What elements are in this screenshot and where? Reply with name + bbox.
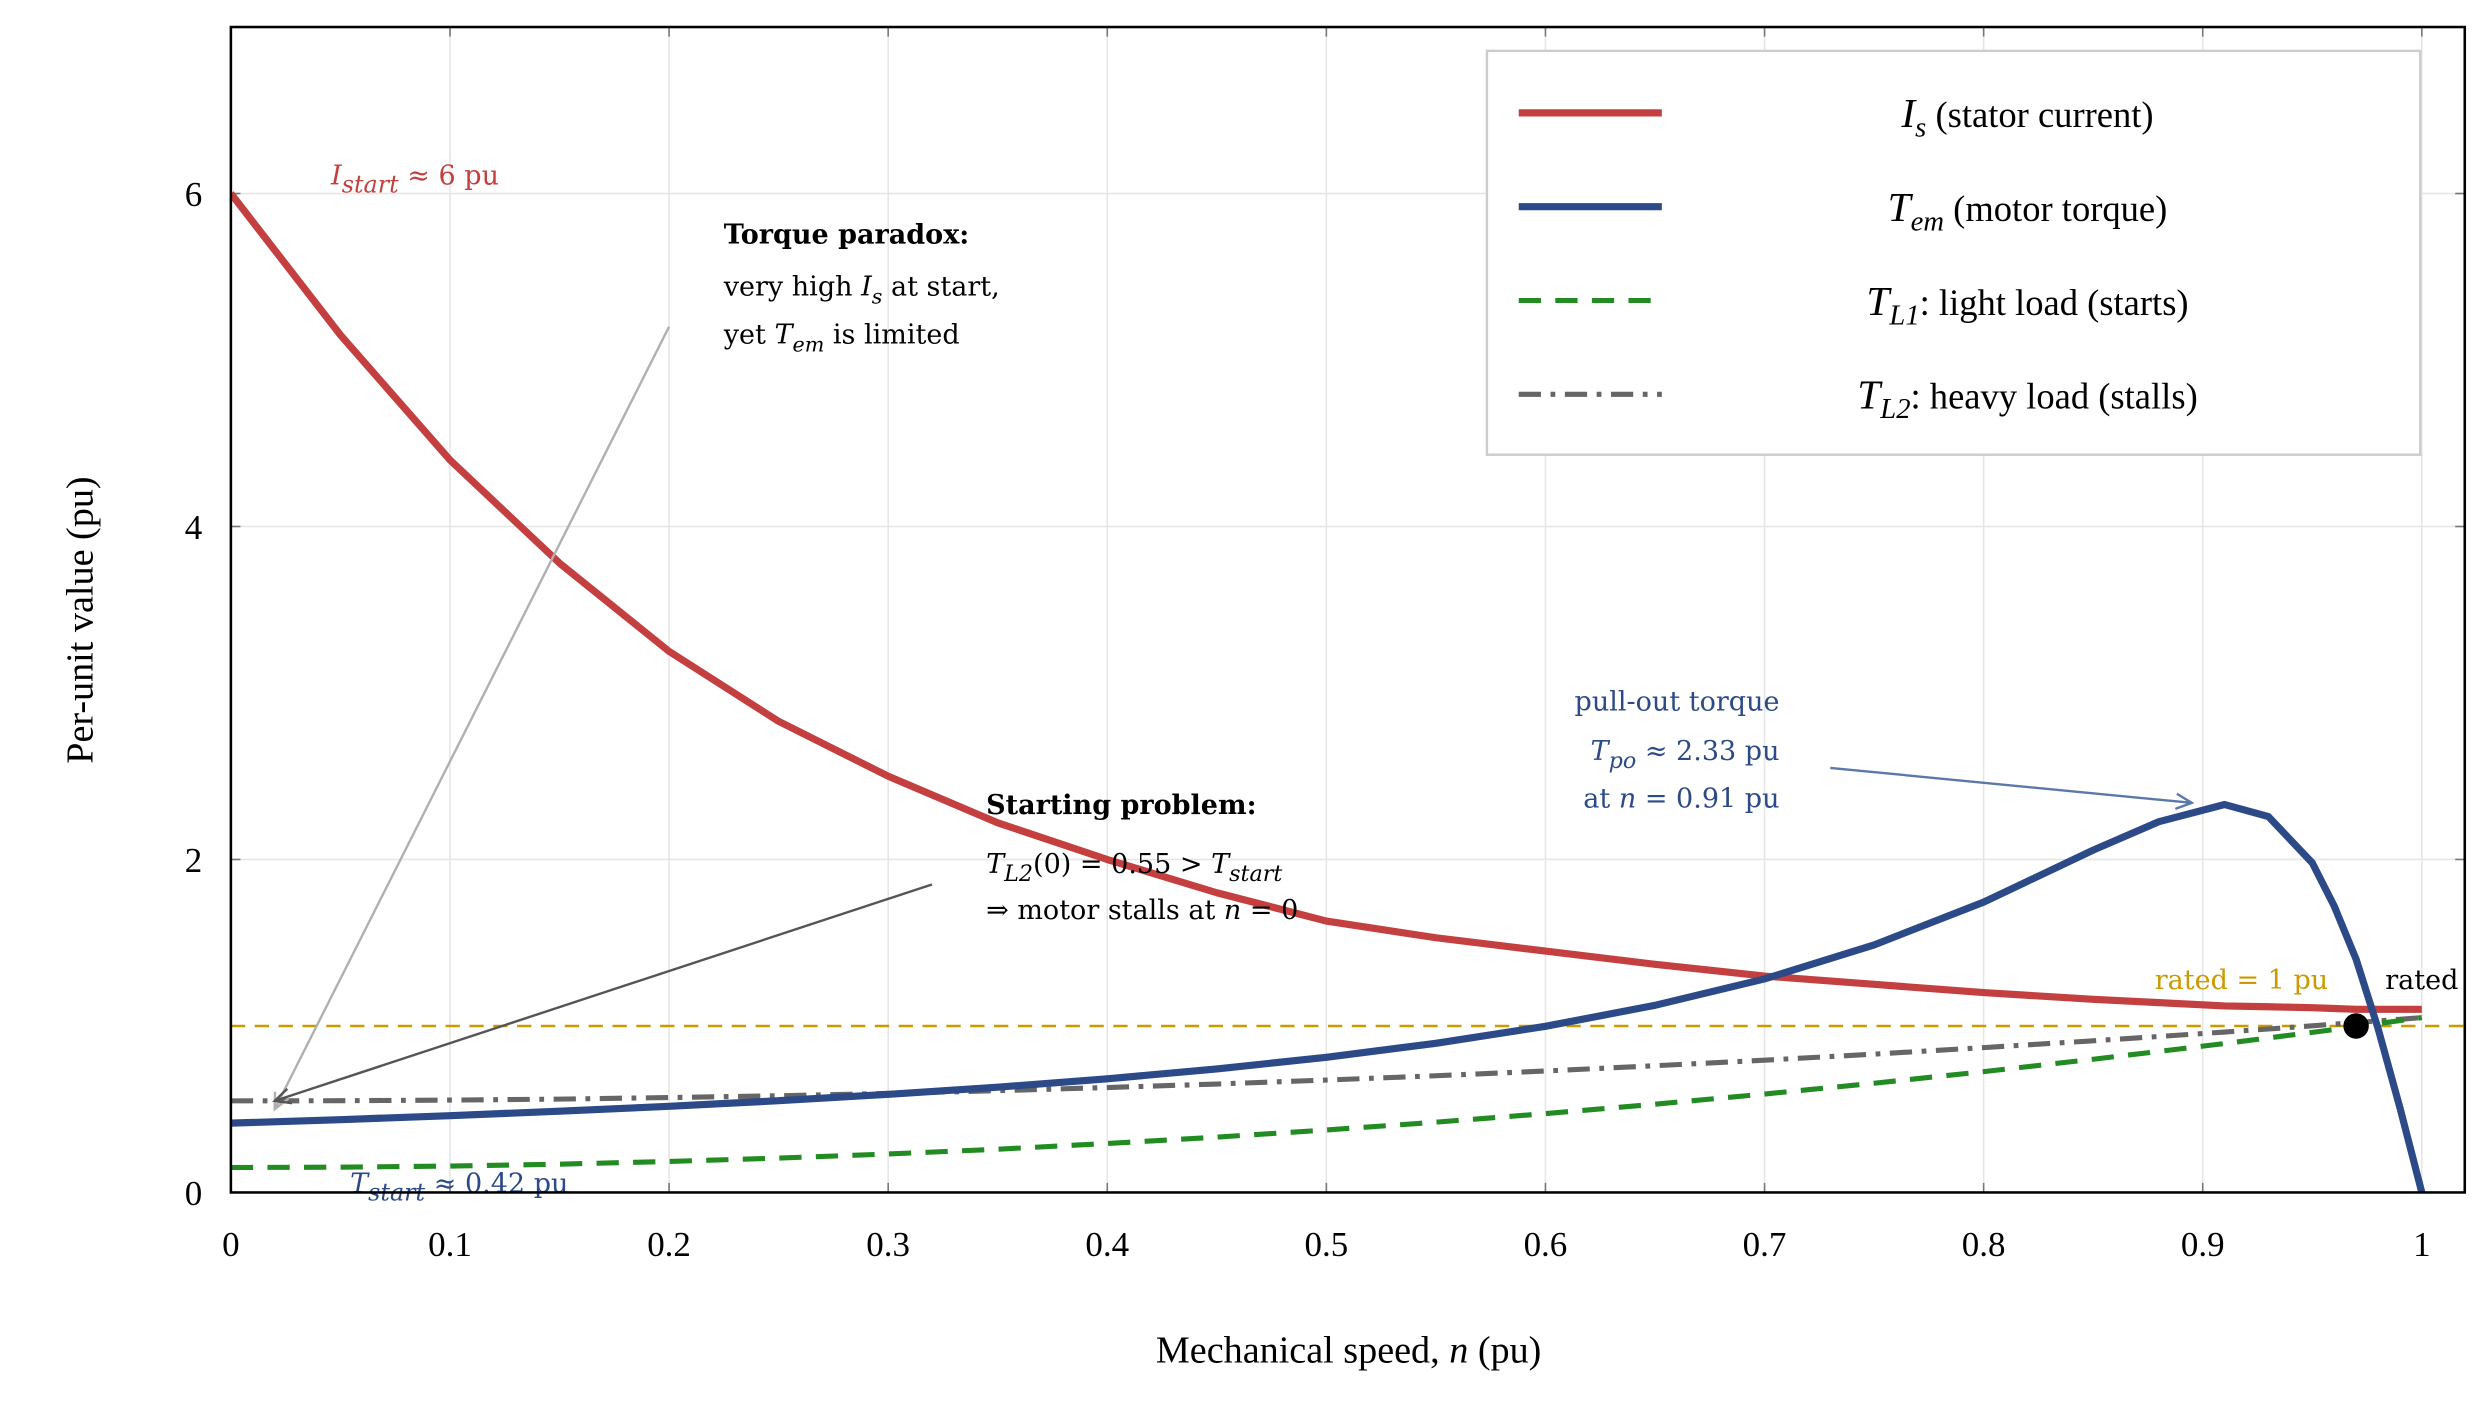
x-tick-label: 0.3 (866, 1225, 910, 1264)
ticks: 0 0.1 0.2 0.3 0.4 0.5 0.6 0.7 0.8 0.9 1 0 2 4 6 (185, 27, 2465, 1264)
plot-frame (229, 25, 2467, 1194)
y-tick-label: 0 (185, 1174, 202, 1213)
torque-paradox-line2: very high Is at start, (723, 272, 1000, 309)
legend-label-3: TL2: heavy load (stalls) (1857, 372, 2197, 426)
legend-label-2: TL1: light load (starts) (1866, 278, 2188, 332)
series-group (230, 191, 2465, 1193)
rated-line-label: rated = 1 pu (2155, 965, 2328, 996)
series-line-1 (230, 800, 2426, 1193)
y-axis-label: Per-unit value (pu) (60, 476, 102, 763)
torque-paradox-annotation: Torque paradox: very high Is at start, y… (723, 219, 1000, 356)
rated-point-label: rated (2385, 965, 2458, 996)
y-tick-label: 4 (185, 508, 202, 547)
arrow-pull-out (1830, 766, 2192, 805)
y-tick-label: 2 (185, 841, 202, 880)
series-line-3 (230, 1015, 2423, 1104)
legend-label-0: Is (stator current) (1900, 90, 2153, 144)
arrowhead-starting-problem (272, 1087, 293, 1105)
pull-out-line1: pull-out torque (1575, 687, 1780, 718)
arrow-starting-problem (274, 883, 933, 1103)
x-tick-label: 0 (222, 1225, 239, 1264)
x-tick-label: 0.5 (1304, 1225, 1348, 1264)
annotation-arrows (272, 326, 2195, 1112)
pull-out-annotation: pull-out torque Tpo ≈ 2.33 pu at n = 0.9… (1575, 687, 1780, 815)
rated-point-marker (2343, 1013, 2369, 1039)
starting-problem-annotation: Starting problem: TL2(0) = 0.55 > Tstart… (986, 790, 1298, 926)
arrow-torque-paradox (273, 326, 671, 1110)
starting-problem-title: Starting problem: (986, 790, 1256, 821)
annotations: Istart ≈ 6 pu Torque paradox: very high … (330, 160, 1779, 814)
torque-paradox-title: Torque paradox: (724, 219, 970, 250)
pull-out-line3: at n = 0.91 pu (1583, 784, 1779, 815)
y-tick-label: 6 (185, 175, 202, 214)
x-tick-label: 1 (2413, 1225, 2430, 1264)
starting-problem-line3: ⇒ motor stalls at n = 0 (986, 895, 1298, 926)
x-tick-label: 0.8 (1962, 1225, 2006, 1264)
legend-box (1485, 49, 2422, 456)
legend-label-1: Tem (motor torque) (1888, 184, 2168, 238)
x-tick-label: 0.4 (1085, 1225, 1129, 1264)
arrowhead-pull-out (2174, 792, 2195, 811)
x-tick-label: 0.7 (1743, 1225, 1787, 1264)
x-tick-label: 0.6 (1524, 1225, 1568, 1264)
x-axis-label: Mechanical speed, n (pu) (1156, 1330, 1542, 1372)
series-line-0 (230, 191, 2422, 1013)
i-start-annotation: Istart ≈ 6 pu (330, 160, 499, 198)
x-tick-label: 0.2 (647, 1225, 691, 1264)
x-tick-label: 0.9 (2181, 1225, 2225, 1264)
starting-problem-line2: TL2(0) = 0.55 > Tstart (986, 849, 1282, 887)
torque-paradox-line3: yet Tem is limited (723, 319, 960, 356)
series-line-2 (230, 1015, 2423, 1171)
legend: Is (stator current) Tem (motor torque) TL1… (1485, 49, 2422, 456)
pull-out-line2: Tpo ≈ 2.33 pu (1591, 736, 1780, 774)
x-tick-label: 0.1 (428, 1225, 472, 1264)
